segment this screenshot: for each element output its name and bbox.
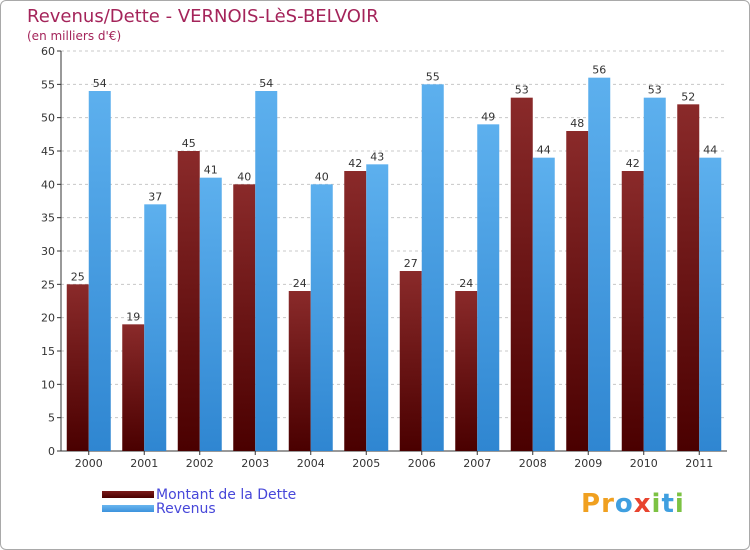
chart-subtitle: (en milliers d'€) bbox=[27, 29, 122, 43]
data-label-revenus: 53 bbox=[648, 84, 662, 97]
bar-dette bbox=[122, 324, 145, 451]
bar-dette bbox=[344, 171, 367, 451]
bar-dette bbox=[510, 97, 533, 452]
data-label-revenus: 49 bbox=[481, 110, 495, 123]
data-label-dette: 45 bbox=[182, 137, 196, 150]
data-label-dette: 42 bbox=[626, 157, 640, 170]
y-tick-label: 0 bbox=[48, 445, 55, 458]
y-tick-label: 40 bbox=[41, 178, 55, 191]
bar-dette bbox=[677, 104, 700, 451]
chart-title: Revenus/Dette - VERNOIS-LèS-BELVOIR bbox=[27, 6, 379, 27]
legend-swatch-dette bbox=[102, 491, 154, 498]
data-label-revenus: 54 bbox=[93, 77, 107, 90]
data-label-revenus: 37 bbox=[148, 190, 162, 203]
data-label-dette: 53 bbox=[515, 84, 529, 97]
bar-revenus bbox=[366, 164, 389, 452]
x-tick-label: 2009 bbox=[574, 457, 602, 470]
proxiti-logo: Proxiti bbox=[581, 489, 685, 519]
logo-letter: t bbox=[661, 489, 675, 519]
data-label-dette: 19 bbox=[126, 310, 140, 323]
logo-letter: i bbox=[674, 489, 685, 519]
x-tick-label: 2010 bbox=[630, 457, 658, 470]
data-label-dette: 42 bbox=[348, 157, 362, 170]
x-tick-label: 2011 bbox=[685, 457, 713, 470]
data-label-revenus: 55 bbox=[426, 70, 440, 83]
y-tick-label: 35 bbox=[41, 212, 55, 225]
bar-revenus bbox=[199, 177, 222, 451]
logo-letter: r bbox=[601, 489, 615, 519]
x-tick-label: 2000 bbox=[75, 457, 103, 470]
axes: 0 5 10 15 20 25 30 35 40 45 50 55 60 2000 2001 2002 2003… bbox=[41, 45, 727, 470]
bar-revenus bbox=[699, 157, 722, 451]
data-label-revenus: 41 bbox=[204, 164, 218, 177]
data-label-dette: 24 bbox=[459, 277, 473, 290]
x-tick-label: 2003 bbox=[241, 457, 269, 470]
bar-dette bbox=[66, 284, 89, 451]
bar-dette bbox=[288, 291, 311, 451]
y-tick-label: 55 bbox=[41, 78, 55, 91]
logo-letter: i bbox=[651, 489, 662, 519]
y-tick-label: 5 bbox=[48, 412, 55, 425]
bar-revenus bbox=[310, 184, 333, 452]
legend-label-revenus: Revenus bbox=[156, 501, 216, 517]
legend-label-dette: Montant de la Dette bbox=[156, 487, 297, 503]
data-label-dette: 25 bbox=[71, 270, 85, 283]
data-label-dette: 27 bbox=[404, 257, 418, 270]
bar-revenus bbox=[255, 91, 278, 451]
x-tick-label: 2002 bbox=[186, 457, 214, 470]
x-tick-label: 2005 bbox=[352, 457, 380, 470]
bar-dette bbox=[177, 151, 200, 451]
logo-letter: o bbox=[614, 489, 634, 519]
data-label-dette: 52 bbox=[681, 90, 695, 103]
y-tick-label: 45 bbox=[41, 145, 55, 158]
bar-dette bbox=[455, 291, 478, 451]
y-tick-label: 20 bbox=[41, 312, 55, 325]
data-label-revenus: 44 bbox=[537, 144, 551, 157]
bar-revenus bbox=[477, 124, 500, 451]
bar-revenus bbox=[532, 157, 555, 451]
bar-dette bbox=[399, 271, 422, 451]
data-label-revenus: 43 bbox=[370, 150, 384, 163]
bar-dette bbox=[233, 184, 256, 452]
data-label-dette: 24 bbox=[293, 277, 307, 290]
x-tick-label: 2008 bbox=[519, 457, 547, 470]
bar-revenus bbox=[88, 91, 111, 451]
legend-swatch-revenus bbox=[102, 505, 154, 512]
x-tick-label: 2007 bbox=[463, 457, 491, 470]
bar-revenus bbox=[643, 97, 666, 452]
data-label-revenus: 54 bbox=[259, 77, 273, 90]
y-tick-label: 15 bbox=[41, 345, 55, 358]
bar-revenus bbox=[588, 77, 611, 452]
x-tick-label: 2006 bbox=[408, 457, 436, 470]
bar-revenus bbox=[421, 84, 444, 451]
bar-dette bbox=[566, 131, 589, 451]
logo-letter: P bbox=[581, 489, 602, 519]
grid bbox=[61, 50, 727, 419]
x-tick-label: 2001 bbox=[130, 457, 158, 470]
data-label-dette: 40 bbox=[237, 170, 251, 183]
bars bbox=[66, 77, 722, 452]
bar-dette bbox=[621, 171, 644, 451]
data-label-dette: 48 bbox=[570, 117, 584, 130]
logo-letter: x bbox=[633, 489, 652, 519]
data-label-revenus: 56 bbox=[592, 64, 606, 77]
x-tick-label: 2004 bbox=[297, 457, 325, 470]
bar-revenus bbox=[144, 204, 167, 451]
y-tick-label: 10 bbox=[41, 378, 55, 391]
data-label-revenus: 40 bbox=[315, 170, 329, 183]
data-labels: 25 54 19 37 45 41 40 54 24 40 42 43 27 55 24 49 53 44 48 56… bbox=[71, 64, 718, 324]
data-label-revenus: 44 bbox=[703, 144, 717, 157]
y-tick-label: 30 bbox=[41, 245, 55, 258]
y-tick-label: 25 bbox=[41, 278, 55, 291]
y-tick-label: 60 bbox=[41, 45, 55, 58]
y-tick-label: 50 bbox=[41, 112, 55, 125]
